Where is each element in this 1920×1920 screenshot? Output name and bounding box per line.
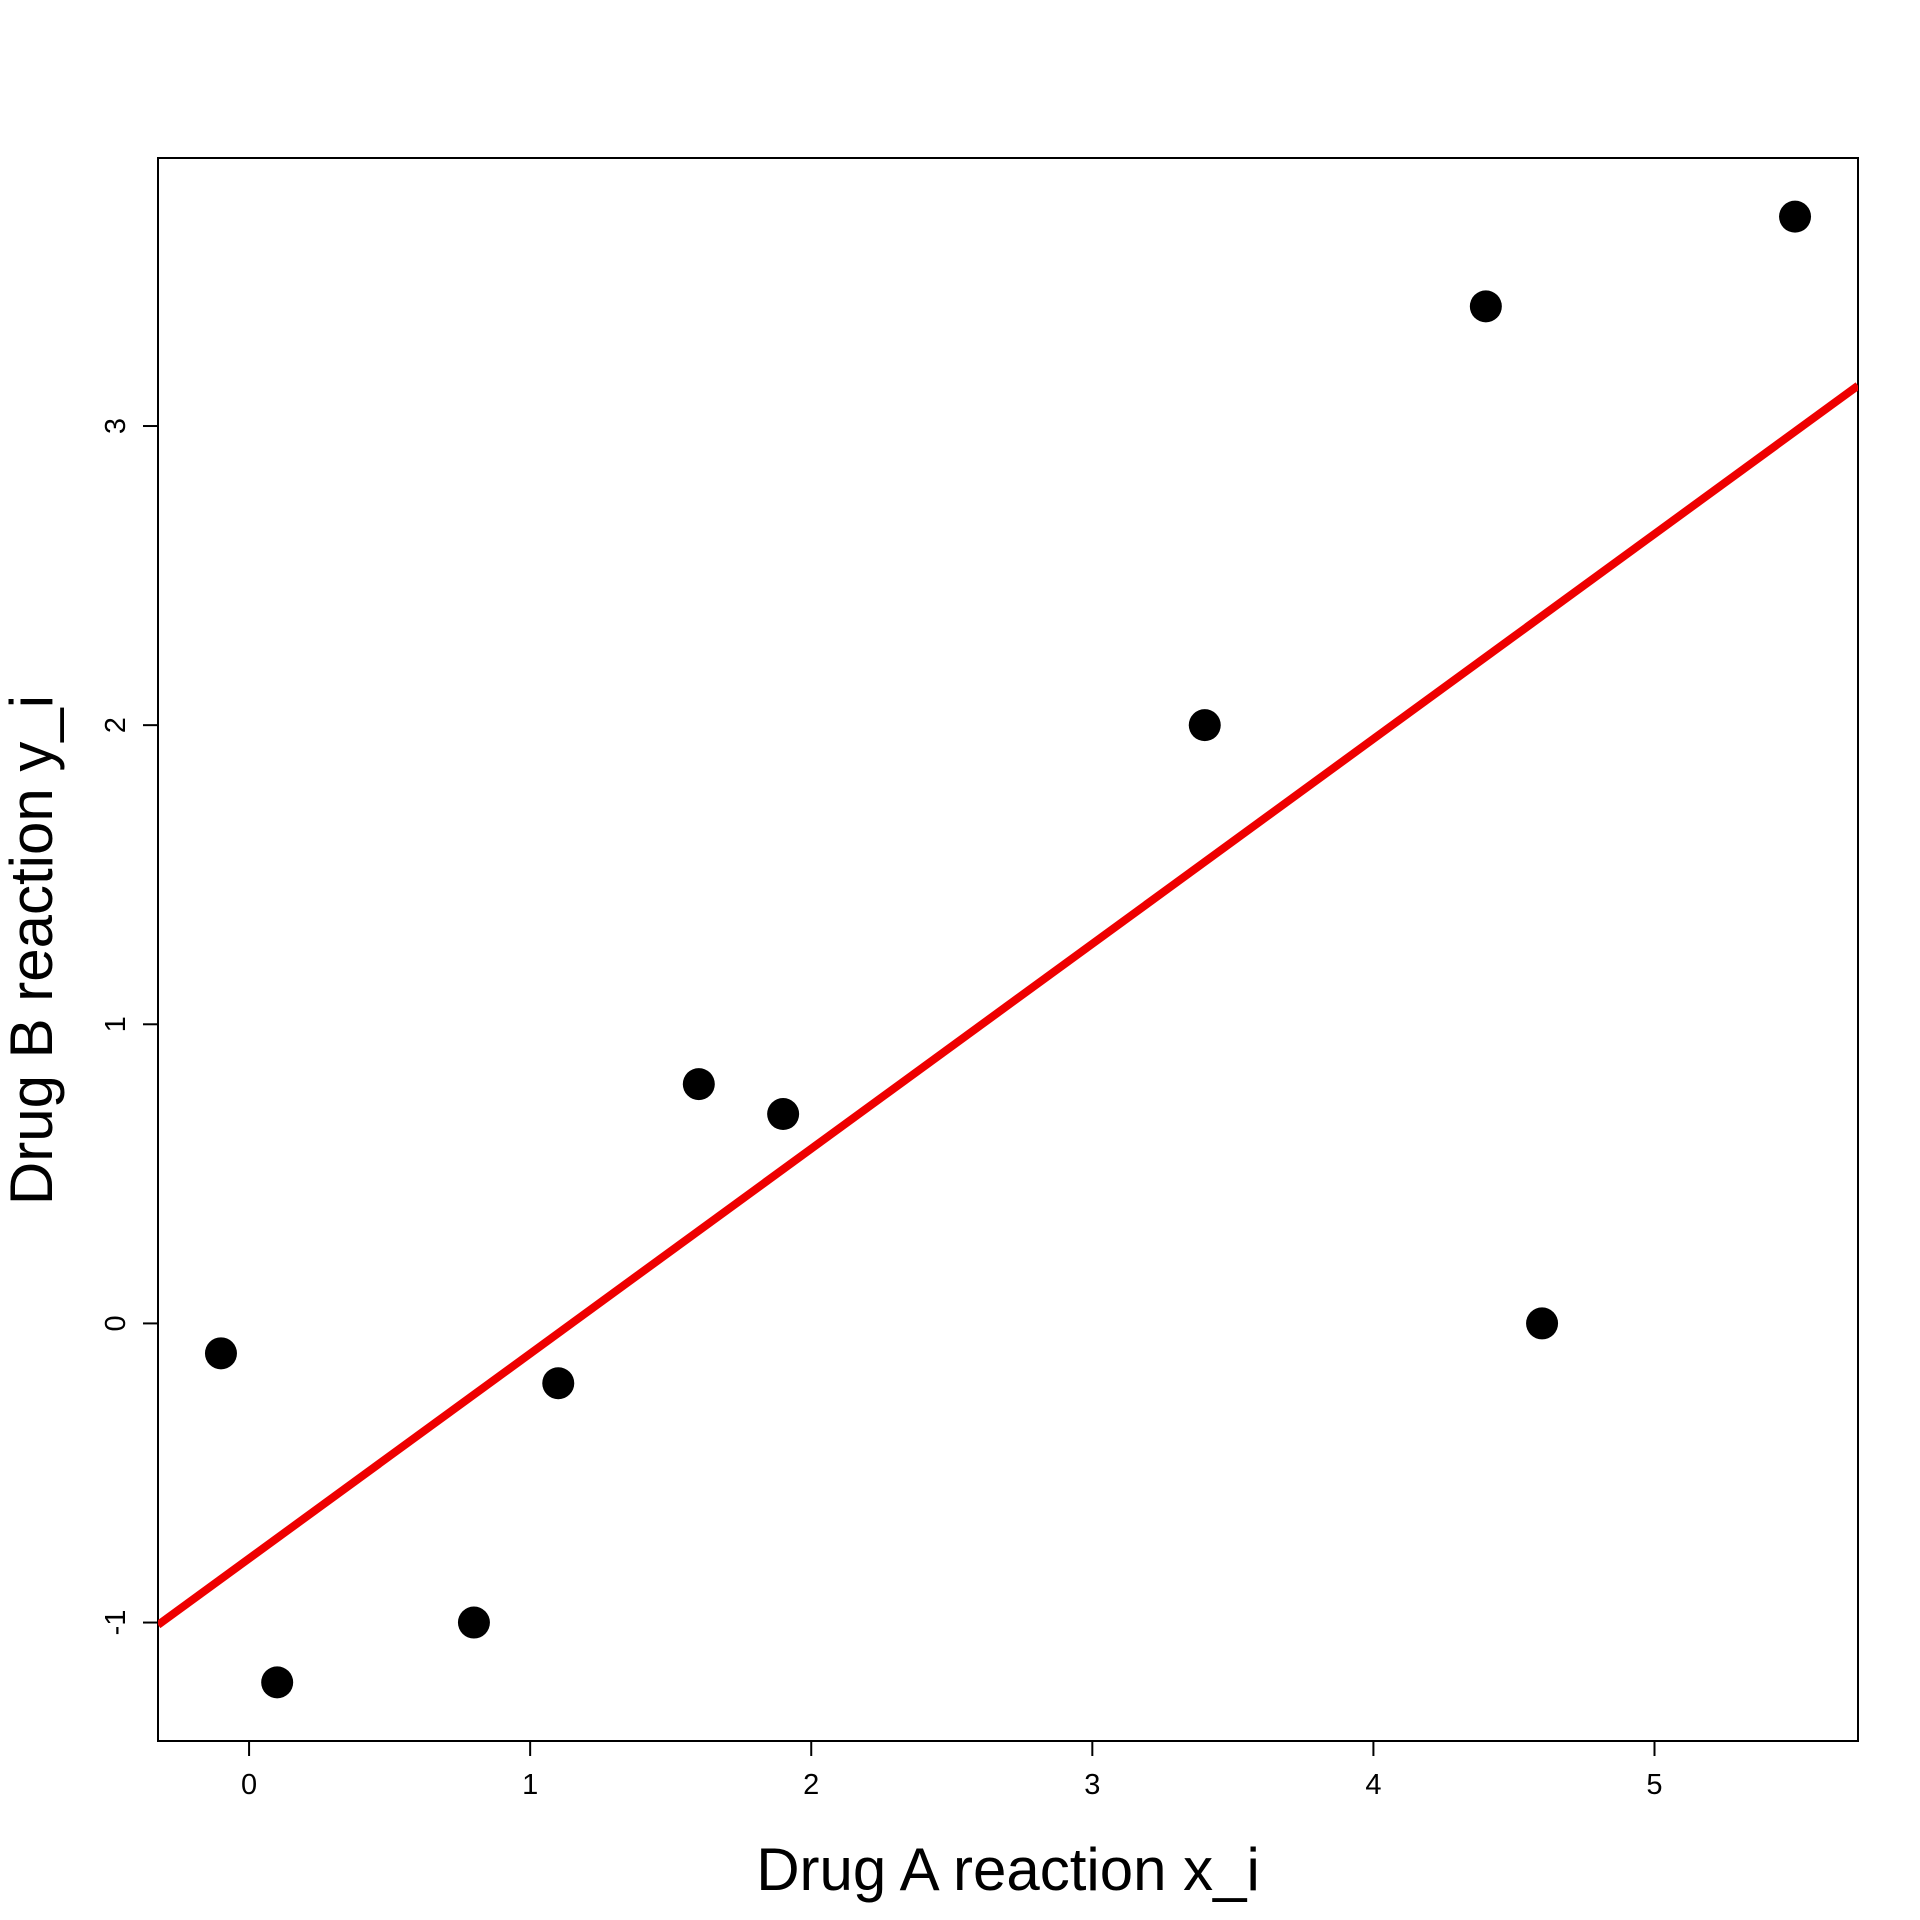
y-tick-label: 2 (100, 717, 132, 733)
point (542, 1367, 575, 1400)
plot-frame (157, 157, 1859, 1742)
x-tick-label: 0 (241, 1769, 257, 1801)
point (767, 1098, 800, 1131)
y-tick-label: 0 (100, 1315, 132, 1331)
point (682, 1068, 715, 1101)
y-tick-label: -1 (100, 1610, 132, 1636)
fit-line-group (158, 382, 1858, 1629)
x-tick-label: 1 (522, 1769, 538, 1801)
point (1526, 1307, 1559, 1340)
x-axis-label: Drug A reaction x_i (756, 1836, 1260, 1903)
x-tick-label: 4 (1365, 1769, 1381, 1801)
y-tick-label: 3 (100, 418, 132, 434)
point (457, 1606, 490, 1639)
x-tick-label: 2 (803, 1769, 819, 1801)
point (1469, 290, 1502, 323)
point (204, 1337, 237, 1370)
y-axis-label: Drug B reaction y_i (0, 695, 65, 1205)
point (1779, 200, 1812, 233)
x-tick-label: 5 (1646, 1769, 1662, 1801)
y-tick-label: 1 (100, 1016, 132, 1032)
point (261, 1666, 294, 1699)
point (1188, 709, 1221, 742)
x-tick-label: 3 (1084, 1769, 1100, 1801)
fit-line (158, 382, 1858, 1629)
